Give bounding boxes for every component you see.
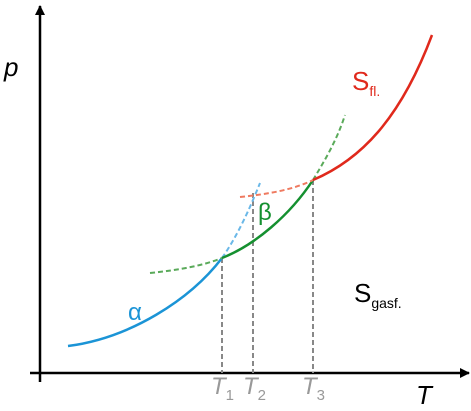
t-sub: 1 — [226, 387, 234, 404]
beta-label: β — [258, 199, 272, 226]
t-sub: 2 — [258, 387, 266, 404]
alpha-label: α — [128, 299, 142, 326]
gas-sub: gasf. — [371, 295, 401, 311]
fluid-main: S — [352, 66, 369, 96]
t1-label: T1 — [211, 373, 234, 404]
guide-lines — [221, 180, 314, 373]
t-main: T — [243, 373, 260, 400]
y-axis-label: p — [3, 52, 18, 82]
gas-label: Sgasf. — [354, 278, 402, 311]
alpha-curve — [67, 257, 223, 348]
fluid-metastable — [239, 179, 314, 198]
fluid-label: Sfl. — [352, 66, 380, 99]
x-axis-label: T — [416, 380, 434, 410]
beta-curve — [221, 179, 315, 260]
temperature-labels: T1 T2 T3 — [211, 373, 325, 404]
t-main: T — [211, 373, 228, 400]
fluid-sub: fl. — [369, 83, 380, 99]
t2-label: T2 — [243, 373, 266, 404]
t-main: T — [302, 373, 319, 400]
t3-label: T3 — [302, 373, 325, 404]
beta-metastable — [149, 257, 223, 274]
fluid-curve — [312, 34, 434, 182]
t-sub: 3 — [317, 387, 325, 404]
beta-metastable — [312, 114, 346, 181]
alpha-metastable — [221, 182, 261, 259]
gas-main: S — [354, 278, 371, 308]
